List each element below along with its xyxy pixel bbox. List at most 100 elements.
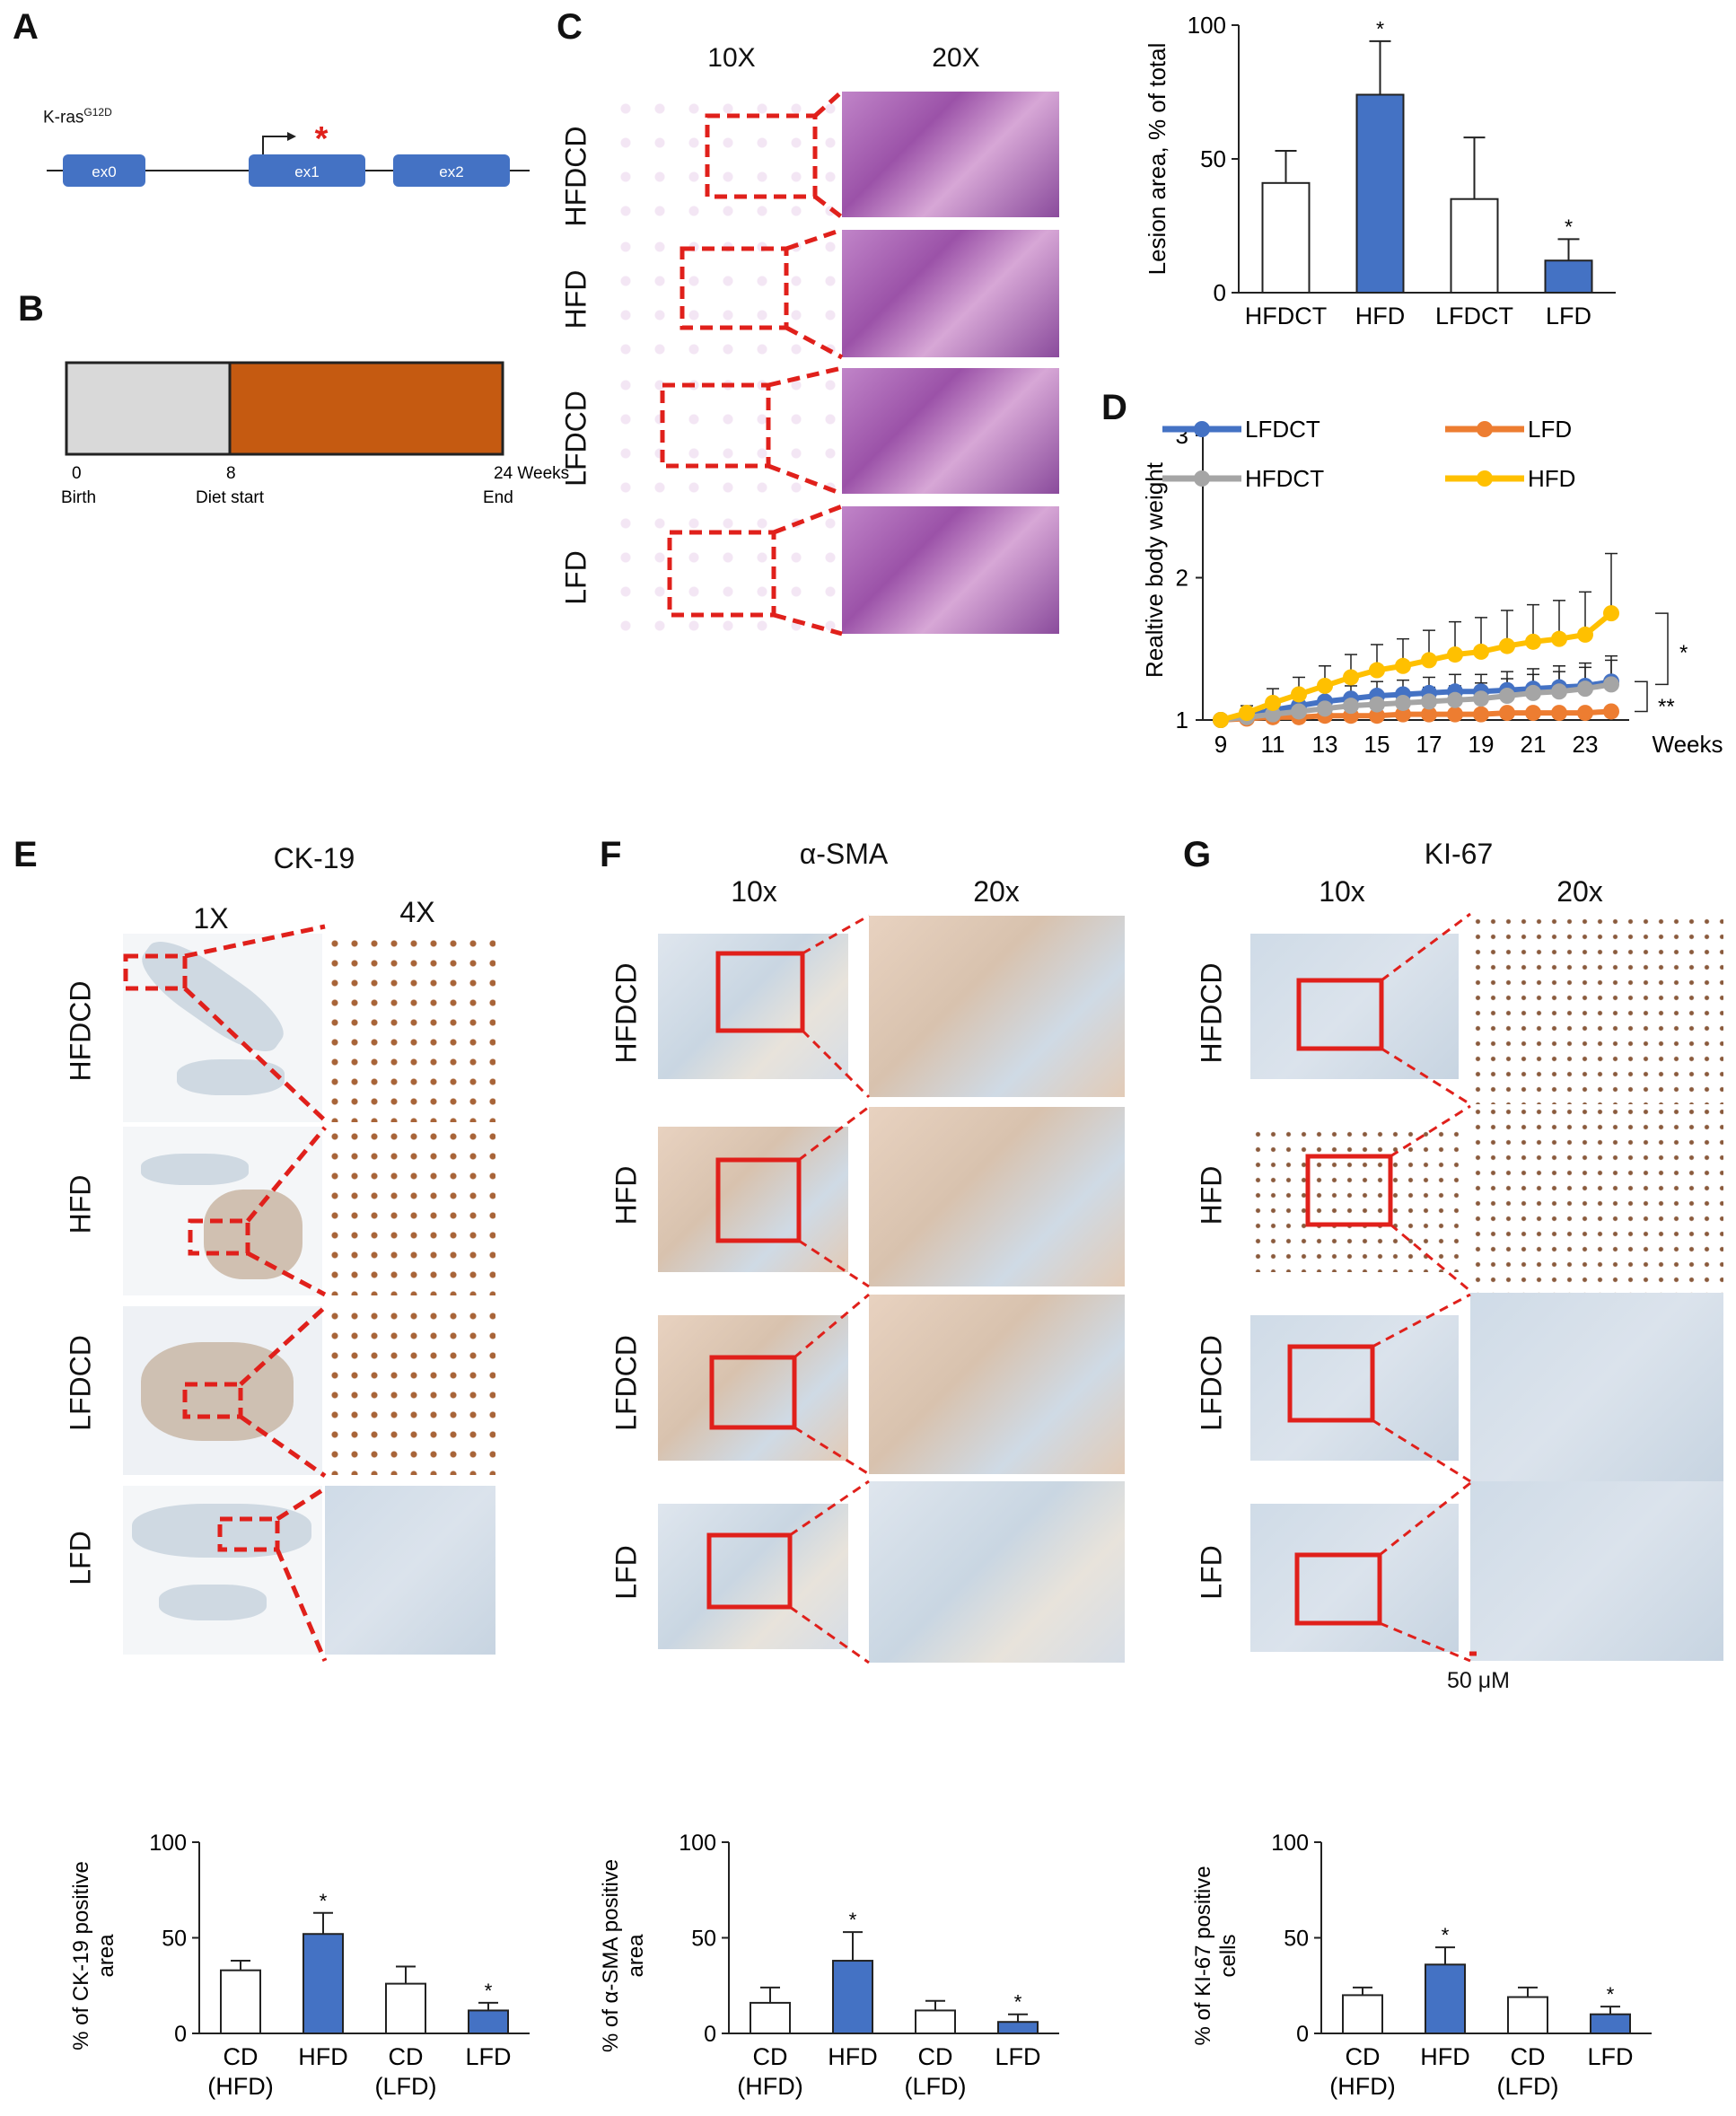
data-point-hfdct [1499, 688, 1515, 705]
y-tick-label: 100 [679, 1831, 716, 1856]
row-label-e-hfdcd: HFDCD [64, 980, 97, 1082]
timeline-pre-diet [65, 361, 232, 456]
data-point-hfdct [1447, 691, 1463, 708]
zoom-line [798, 1105, 870, 1162]
series-line-lfdct [1220, 679, 1612, 723]
ki67-image-hfd-20x [1470, 1104, 1723, 1293]
construct-label: K-rasG12D [43, 106, 112, 127]
data-point-lfd [1525, 705, 1541, 722]
legend-marker-hfd [1477, 470, 1493, 487]
category-label: CD [1511, 2043, 1546, 2070]
ck19-image-lfd-4x [325, 1486, 495, 1655]
row-label-lfd: LFD [559, 550, 592, 605]
data-point-hfd [1447, 646, 1463, 663]
ki67-image-lfd-20x [1470, 1481, 1723, 1661]
zoom-line [773, 504, 843, 535]
zoom-line [275, 1549, 328, 1662]
bar [302, 1933, 344, 2035]
significance-bracket-top [1655, 612, 1669, 686]
y-tick-label: 50 [691, 1926, 716, 1951]
he-image-lfdcd-20x [842, 368, 1059, 494]
data-point-lfd [1473, 706, 1489, 723]
zoom-line [1390, 1104, 1471, 1158]
column-header-g-20x: 20x [1556, 875, 1603, 908]
asma-image-hfdcd-10x [658, 934, 848, 1079]
zoom-box-c-hfdcd [705, 113, 818, 199]
ck19-bar-chart: % of CK-19 positive area 0 50 100 CD (HFD) * HFD… [69, 1831, 530, 2100]
bar [468, 2009, 509, 2035]
zoom-line [813, 90, 844, 118]
zoom-line [801, 1029, 871, 1099]
category-label: (HFD) [1329, 2073, 1395, 2100]
asma-image-lfdcd-20x [869, 1295, 1125, 1474]
he-image-lfdcd-10x [609, 368, 838, 494]
column-header-f-10x: 10x [731, 875, 777, 908]
zoom-line [246, 1251, 327, 1297]
y-tick-label: 0 [704, 2022, 716, 2047]
he-image-hfd-10x [609, 230, 838, 357]
timeline-diagram: 0 8 24 Weeks Birth Diet start End [61, 361, 569, 507]
he-image-lfd-10x [609, 506, 838, 634]
category-label: HFDCT [1245, 303, 1327, 329]
bar [1342, 1994, 1383, 2034]
x-tick-label: 17 [1416, 731, 1442, 758]
promoter-arrow-icon [262, 136, 289, 154]
category-label: LFD [1546, 303, 1591, 329]
tick-caption-birth: Birth [61, 488, 96, 507]
row-label-g-lfd: LFD [1195, 1545, 1228, 1600]
x-axis-title: Weeks [1653, 731, 1723, 758]
zoom-line [767, 463, 843, 496]
zoom-line [813, 195, 844, 219]
ck19-image-hfd-1x [123, 1127, 322, 1295]
data-point-hfd [1395, 657, 1411, 674]
data-point-lfd [1421, 706, 1437, 723]
tick-caption-end: End [483, 488, 513, 507]
tick-24: 24 Weeks [494, 464, 569, 483]
category-label: (HFD) [737, 2073, 802, 2100]
category-label: (HFD) [207, 2073, 273, 2100]
zoom-line [183, 987, 327, 1122]
zoom-line [276, 1486, 327, 1522]
row-label-hfd: HFD [559, 269, 592, 329]
x-tick-label: 19 [1469, 731, 1495, 758]
column-header-1x: 1X [193, 902, 229, 935]
y-axis-title-line: % of α-SMA positive [599, 1859, 623, 2052]
exon-label-1: ex1 [294, 163, 319, 180]
zoom-line [785, 325, 844, 360]
zoom-line [1379, 1621, 1471, 1663]
panel-label-g: G [1183, 835, 1212, 874]
data-point-hfd [1551, 630, 1567, 647]
significance-marker: * [320, 1890, 328, 1912]
lesion-area-chart: Lesion area, % of total 0 50 100 HFDCT * HFD LF… [1144, 12, 1616, 329]
zoom-box-g-lfd [1294, 1552, 1382, 1626]
zoom-line [798, 1239, 870, 1288]
y-axis-title: Realtive body weight [1141, 461, 1168, 678]
data-point-hfd [1525, 633, 1541, 650]
data-point-lfd [1603, 703, 1619, 720]
asma-bar-chart: % of α-SMA positive area 0 50 100 CD (HFD) * HFD… [599, 1831, 1059, 2100]
data-point-hfd [1577, 626, 1593, 643]
data-point-lfd [1551, 705, 1567, 722]
row-label-hfdcd: HFDCD [559, 126, 592, 227]
zoom-line [802, 914, 870, 955]
zoom-line [773, 612, 843, 637]
x-tick-label: 11 [1261, 731, 1285, 758]
y-tick-label: 1 [1176, 707, 1188, 733]
ki67-image-lfdcd-10x [1250, 1315, 1459, 1461]
tick-0: 0 [72, 464, 82, 483]
row-label-g-hfd: HFD [1195, 1165, 1228, 1225]
category-label: LFD [1587, 2043, 1633, 2070]
category-label: HFD [1355, 303, 1406, 329]
legend-label-hfdct: HFDCT [1245, 465, 1324, 492]
he-image-hfdcd-20x [842, 92, 1059, 217]
y-axis-title-line: % of KI-67 positive [1191, 1866, 1215, 2045]
data-point-hfdct [1265, 706, 1281, 723]
data-point-lfd [1395, 706, 1411, 723]
zoom-box-f-hfd [715, 1157, 802, 1243]
zoom-line [789, 1605, 870, 1664]
bar [1590, 2013, 1631, 2034]
legend-label-lfd: LFD [1528, 416, 1572, 443]
panel-label-a: A [13, 7, 39, 47]
category-label: HFD [828, 2043, 878, 2070]
